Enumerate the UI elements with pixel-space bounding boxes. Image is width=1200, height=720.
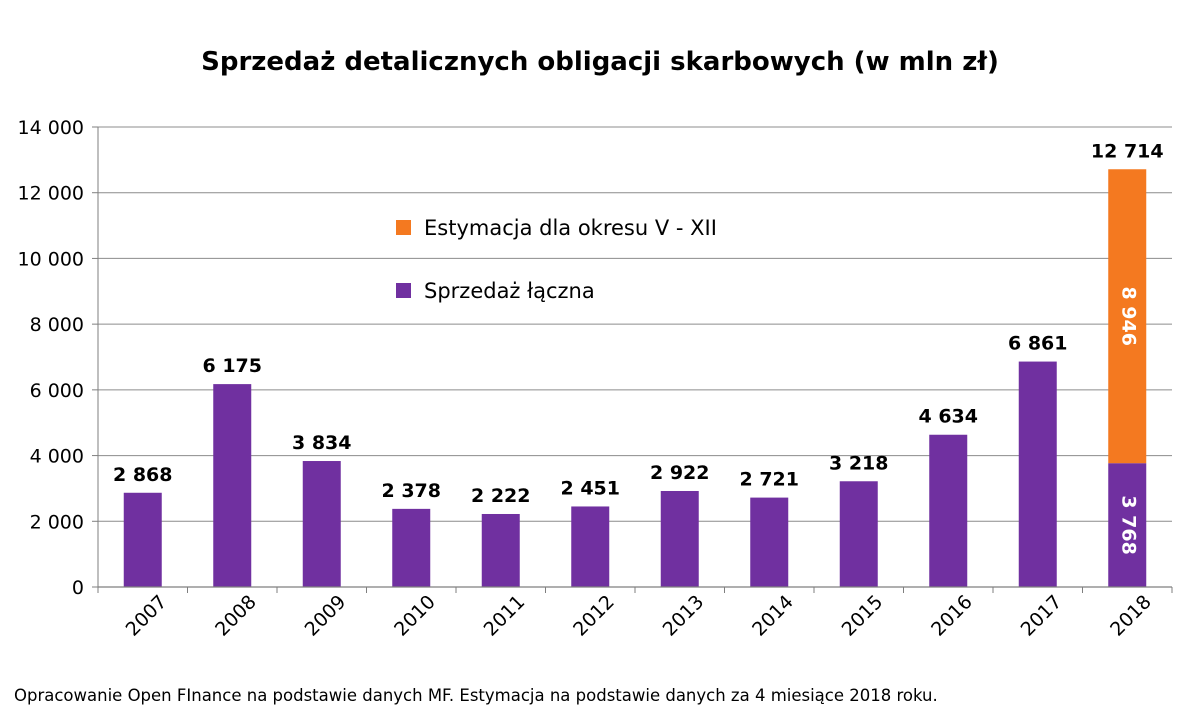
x-tick-label: 2007 (122, 591, 172, 641)
bar-value-label: 2 222 (471, 485, 531, 507)
bar-sprzedaz-2010 (392, 508, 431, 587)
bar-value-label: 3 218 (829, 452, 889, 474)
bar-sprzedaz-2007 (123, 492, 162, 587)
x-axis: 2007 2008 2009 2010 2011 2012 2013 2014 2015 2016… (97, 586, 1173, 641)
bar-sprzedaz-2017 (1018, 361, 1057, 587)
bar-value-label: 2 868 (113, 464, 173, 486)
x-tick-label: 2017 (1017, 591, 1067, 641)
y-axis: 0 2 000 4 000 6 000 8 000 10 000 12 000 14 000 (18, 117, 99, 599)
bar-sprzedaz-2013 (660, 490, 699, 587)
gridlines (98, 126, 1172, 522)
total-value-label: 12 714 (1091, 140, 1164, 162)
bar-sprzedaz-2008 (213, 384, 252, 587)
y-tick-label: 6 000 (30, 380, 84, 402)
bar-value-label: 2 451 (561, 477, 621, 499)
x-tick-label: 2010 (390, 591, 440, 641)
bar-sprzedaz-2011 (481, 513, 520, 587)
bar-sprzedaz-2009 (302, 461, 341, 587)
x-tick-label: 2015 (838, 591, 888, 641)
y-tick-label: 14 000 (18, 117, 84, 139)
bar-sprzedaz-2012 (571, 506, 610, 587)
chart-title: Sprzedaż detalicznych obligacji skarbowy… (201, 47, 999, 77)
bar-value-label: 6 175 (203, 355, 263, 377)
y-tick-label: 12 000 (18, 183, 84, 205)
bar-chart: Sprzedaż detalicznych obligacji skarbowy… (18, 47, 1173, 641)
y-tick-label: 10 000 (18, 248, 84, 270)
bars (123, 169, 1147, 587)
y-tick-label: 2 000 (30, 511, 84, 533)
y-tick-label: 8 000 (30, 314, 84, 336)
x-tick-label: 2011 (480, 591, 530, 641)
legend-swatch (396, 220, 411, 235)
bar-value-label: 4 634 (919, 406, 979, 428)
bar-value-label: 2 922 (650, 462, 710, 484)
legend-label: Estymacja dla okresu V - XII (424, 216, 717, 240)
bar-value-label: 3 768 (1117, 495, 1139, 555)
legend-label: Sprzedaż łączna (424, 279, 595, 303)
bar-value-label: 6 861 (1008, 333, 1068, 355)
bar-sprzedaz-2015 (839, 481, 878, 587)
x-tick-label: 2016 (927, 591, 977, 641)
x-tick-label: 2018 (1106, 591, 1156, 641)
bar-value-label: 8 946 (1117, 286, 1139, 346)
x-tick-label: 2008 (211, 591, 261, 641)
data-labels: 2 868 6 175 3 834 2 378 2 222 2 451 2 922 2 721… (113, 140, 1164, 555)
x-tick-label: 2012 (569, 591, 619, 641)
x-tick-label: 2013 (659, 591, 709, 641)
bar-sprzedaz-2018 (1108, 463, 1147, 587)
bar-sprzedaz-2014 (750, 497, 789, 587)
y-tick-label: 0 (72, 577, 84, 599)
bar-value-label: 2 378 (382, 480, 442, 502)
legend-swatch (396, 283, 411, 298)
x-tick-label: 2009 (301, 591, 351, 641)
bar-value-label: 2 721 (740, 469, 800, 491)
y-tick-label: 4 000 (30, 446, 84, 468)
bar-sprzedaz-2016 (929, 434, 968, 587)
legend: Estymacja dla okresu V - XII Sprzedaż łąc… (396, 216, 717, 303)
x-tick-label: 2014 (748, 591, 798, 641)
bar-estymacja-2018 (1108, 169, 1147, 464)
bar-value-label: 3 834 (292, 432, 352, 454)
footnote: Opracowanie Open FInance na podstawie da… (14, 686, 938, 705)
